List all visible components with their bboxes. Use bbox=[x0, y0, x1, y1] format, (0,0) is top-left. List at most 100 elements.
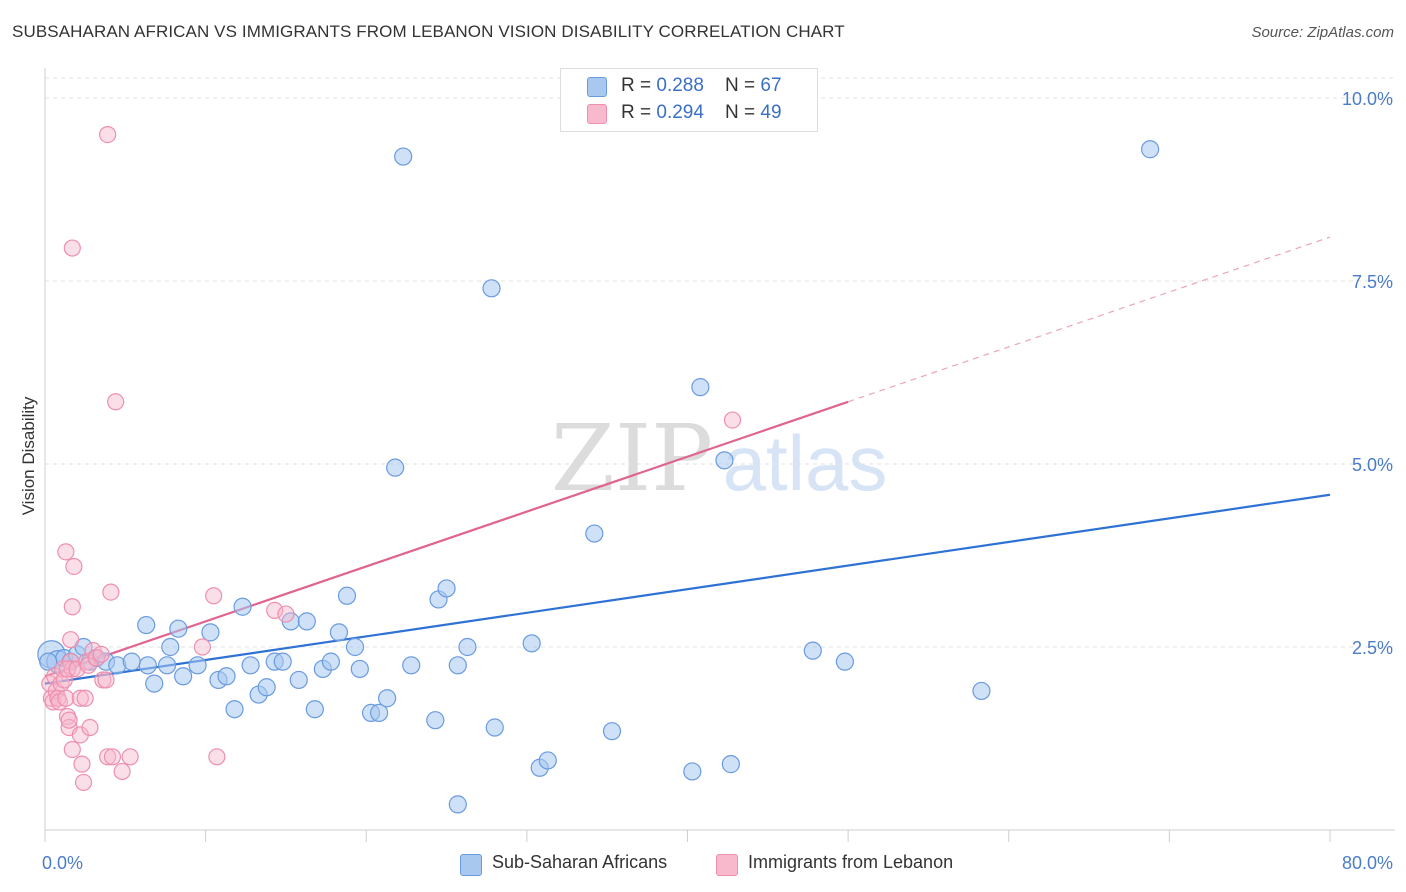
legend-r-label: R = bbox=[621, 75, 657, 96]
data-point-sub-saharan bbox=[482, 279, 501, 298]
legend-label-lebanon: Immigrants from Lebanon bbox=[748, 852, 954, 872]
data-point-sub-saharan bbox=[233, 597, 252, 616]
tick-labels: 2.5% 5.0% 7.5% 10.0% 0.0% 80.0% bbox=[42, 89, 1393, 873]
data-point-sub-saharan bbox=[273, 652, 292, 671]
data-point-sub-saharan bbox=[835, 652, 855, 671]
x-tick-label: 80.0% bbox=[1342, 853, 1393, 873]
data-point-sub-saharan bbox=[169, 619, 188, 638]
data-point-lebanon bbox=[208, 748, 226, 766]
data-point-sub-saharan bbox=[145, 674, 164, 693]
data-point-lebanon bbox=[99, 126, 117, 144]
data-point-sub-saharan bbox=[448, 656, 467, 675]
y-axis-label: Vision Disability bbox=[19, 396, 38, 515]
legend-n-label: N = bbox=[725, 102, 761, 123]
data-point-sub-saharan bbox=[585, 524, 604, 543]
legend-swatch-pink bbox=[716, 854, 738, 876]
data-point-lebanon bbox=[113, 762, 131, 781]
data-point-sub-saharan bbox=[485, 718, 504, 737]
data-point-lebanon bbox=[58, 660, 77, 678]
data-point-sub-saharan bbox=[297, 612, 316, 631]
gridlines bbox=[45, 77, 1395, 648]
chart-title: SUBSAHARAN AFRICAN VS IMMIGRANTS FROM LE… bbox=[12, 22, 845, 41]
data-point-sub-saharan bbox=[122, 652, 141, 671]
data-point-lebanon bbox=[63, 239, 81, 257]
data-point-sub-saharan bbox=[350, 659, 369, 679]
data-point-sub-saharan bbox=[721, 755, 740, 774]
data-point-lebanon bbox=[60, 711, 78, 729]
trend-line-lebanon-extension bbox=[847, 236, 1331, 403]
data-point-sub-saharan bbox=[137, 615, 156, 635]
source-label: Source: ZipAtlas.com bbox=[1251, 24, 1394, 41]
data-point-sub-saharan bbox=[329, 623, 349, 642]
data-point-sub-saharan bbox=[691, 378, 710, 397]
data-point-sub-saharan bbox=[39, 652, 58, 671]
data-point-lebanon bbox=[266, 601, 284, 620]
data-point-lebanon bbox=[97, 671, 115, 689]
data-point-sub-saharan bbox=[522, 634, 541, 653]
data-point-sub-saharan bbox=[972, 681, 991, 701]
data-point-sub-saharan bbox=[161, 637, 180, 657]
data-point-lebanon bbox=[107, 393, 125, 411]
data-point-sub-saharan bbox=[157, 656, 177, 675]
data-point-sub-saharan bbox=[386, 458, 405, 477]
data-point-lebanon bbox=[73, 755, 91, 773]
data-point-sub-saharan bbox=[426, 711, 445, 730]
data-point-lebanon bbox=[57, 543, 75, 561]
data-point-lebanon bbox=[99, 748, 117, 766]
data-point-lebanon bbox=[74, 773, 93, 792]
legend-n-value: 67 bbox=[760, 75, 782, 96]
data-point-lebanon bbox=[63, 740, 81, 759]
data-point-lebanon bbox=[71, 689, 89, 707]
data-point-sub-saharan bbox=[174, 667, 193, 686]
data-point-sub-saharan bbox=[803, 641, 822, 660]
data-point-lebanon bbox=[62, 631, 80, 649]
y-tick-label: 10.0% bbox=[1342, 89, 1393, 109]
data-point-lebanon bbox=[121, 748, 139, 766]
trend-line-lebanon bbox=[44, 400, 849, 678]
data-point-lebanon bbox=[103, 748, 122, 766]
data-point-sub-saharan bbox=[321, 652, 341, 671]
data-point-sub-saharan bbox=[257, 678, 276, 697]
legend-r-label: R = bbox=[621, 102, 657, 123]
correlation-legend: R = 0.288 N = 67 R = 0.294 N = 49 bbox=[560, 68, 818, 132]
data-point-sub-saharan bbox=[437, 579, 456, 598]
data-point-lebanon bbox=[81, 718, 99, 737]
data-point-sub-saharan bbox=[458, 637, 477, 657]
data-point-sub-saharan bbox=[448, 795, 467, 814]
data-point-lebanon bbox=[76, 689, 94, 707]
legend-swatch-blue bbox=[587, 77, 607, 97]
data-point-sub-saharan bbox=[370, 703, 389, 722]
legend-n-label: N = bbox=[725, 75, 761, 96]
y-tick-label: 7.5% bbox=[1352, 272, 1393, 292]
data-point-sub-saharan bbox=[715, 451, 734, 470]
data-point-sub-saharan bbox=[345, 637, 365, 657]
data-point-sub-saharan bbox=[241, 656, 260, 675]
legend-r-value: 0.288 bbox=[656, 75, 704, 96]
data-point-sub-saharan bbox=[305, 700, 324, 719]
data-point-lebanon bbox=[92, 645, 110, 663]
data-point-lebanon bbox=[277, 605, 295, 623]
data-point-sub-saharan bbox=[201, 623, 220, 642]
data-point-lebanon bbox=[193, 638, 212, 656]
data-point-sub-saharan bbox=[225, 700, 244, 719]
legend-r-value: 0.294 bbox=[656, 102, 704, 123]
x-tick-label: 0.0% bbox=[42, 853, 83, 873]
data-point-sub-saharan bbox=[188, 656, 207, 675]
data-point-lebanon bbox=[65, 557, 83, 576]
watermark-atlas: atlas bbox=[723, 419, 888, 507]
series-lebanon-points bbox=[41, 126, 742, 792]
data-point-lebanon bbox=[63, 598, 81, 616]
data-point-lebanon bbox=[205, 587, 223, 605]
data-point-lebanon bbox=[723, 411, 742, 429]
legend-swatch-blue bbox=[460, 854, 482, 876]
data-point-lebanon bbox=[102, 583, 120, 601]
data-point-sub-saharan bbox=[602, 722, 622, 741]
data-point-sub-saharan bbox=[683, 762, 702, 781]
data-point-sub-saharan bbox=[402, 656, 421, 675]
data-point-sub-saharan bbox=[378, 689, 397, 708]
data-point-sub-saharan bbox=[1140, 140, 1160, 159]
legend-n-value: 49 bbox=[760, 102, 782, 123]
data-point-lebanon bbox=[57, 689, 75, 707]
legend-label-sub-saharan: Sub-Saharan Africans bbox=[492, 852, 668, 872]
data-point-sub-saharan bbox=[289, 670, 308, 690]
